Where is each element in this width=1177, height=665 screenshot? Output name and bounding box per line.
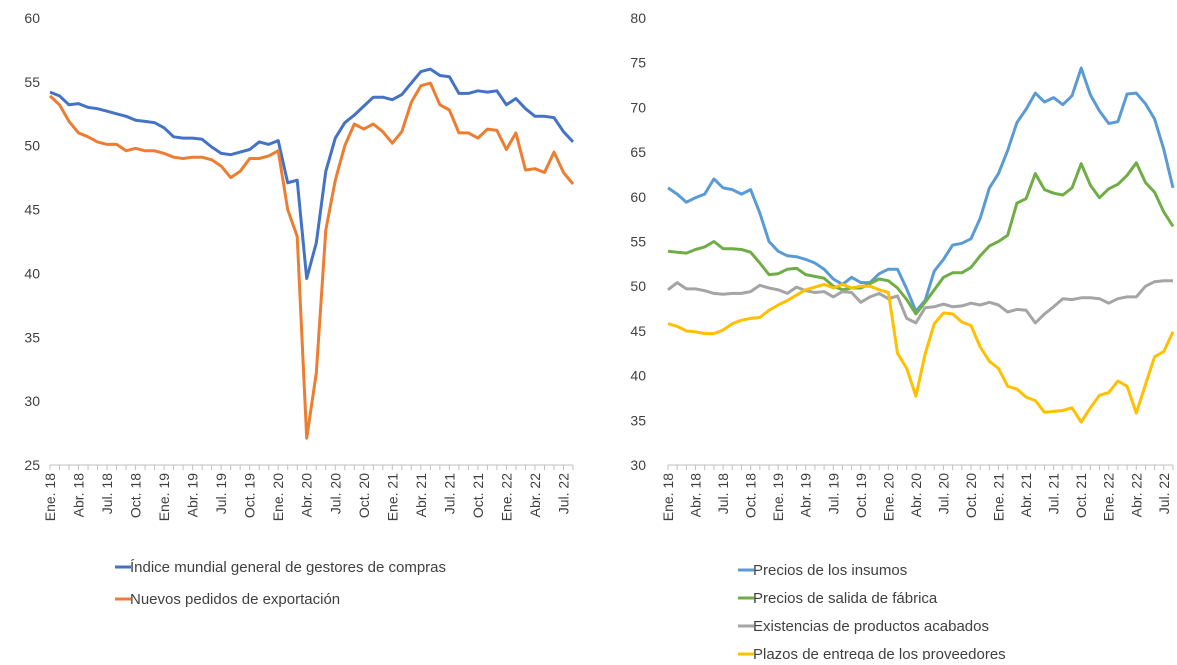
y-tick-label: 50 xyxy=(630,278,646,294)
series-line xyxy=(667,282,1175,424)
y-tick-label: 45 xyxy=(630,323,646,339)
x-tick-label: Oct. 19 xyxy=(853,473,869,518)
x-tick-label: Abr. 19 xyxy=(798,473,814,518)
y-tick-label: 60 xyxy=(630,189,646,205)
x-tick-label: Ene. 20 xyxy=(880,473,896,521)
y-tick-label: 30 xyxy=(630,457,646,473)
y-tick-label: 40 xyxy=(630,368,646,384)
x-tick-label: Ene. 21 xyxy=(384,473,400,521)
y-tick-label: 35 xyxy=(630,412,646,428)
series-line xyxy=(667,161,1175,316)
y-tick-label: 80 xyxy=(630,10,646,26)
x-tick-label: Abr. 21 xyxy=(1018,473,1034,518)
y-tick-label: 35 xyxy=(24,329,40,345)
x-tick-label: Ene. 19 xyxy=(770,473,786,521)
x-tick-label: Jul. 19 xyxy=(213,473,229,514)
y-tick-label: 55 xyxy=(24,74,40,90)
x-tick-label: Ene. 22 xyxy=(498,473,514,521)
y-tick-label: 55 xyxy=(630,234,646,250)
x-tick-label: Jul. 22 xyxy=(1156,473,1172,514)
x-tick-label: Jul. 19 xyxy=(825,473,841,514)
series-line xyxy=(49,67,575,280)
y-tick-label: 45 xyxy=(24,202,40,218)
legend-label: Existencias de productos acabados xyxy=(753,618,989,635)
legend-label: Índice mundial general de gestores de co… xyxy=(130,559,446,576)
x-tick-label: Abr. 20 xyxy=(908,473,924,518)
x-tick-label: Ene. 22 xyxy=(1101,473,1117,521)
x-tick-label: Abr. 22 xyxy=(527,473,543,518)
x-tick-label: Oct. 20 xyxy=(963,473,979,518)
x-tick-label: Ene. 18 xyxy=(42,473,58,521)
x-tick-label: Ene. 21 xyxy=(991,473,1007,521)
x-tick-label: Abr. 22 xyxy=(1128,473,1144,518)
x-tick-label: Abr. 18 xyxy=(688,473,704,518)
y-tick-label: 60 xyxy=(24,10,40,26)
legend-label: Precios de salida de fábrica xyxy=(753,590,938,607)
x-tick-label: Jul. 18 xyxy=(715,473,731,514)
series-line xyxy=(667,66,1175,313)
legend-label: Precios de los insumos xyxy=(753,562,907,579)
chart: 30 35 40 45 50 55 60 65 70 75 80 Ene. 18 Abr. 18 Jul.… xyxy=(630,10,1175,663)
y-tick-label: 75 xyxy=(630,55,646,71)
x-tick-label: Abr. 19 xyxy=(185,473,201,518)
x-tick-label: Ene. 19 xyxy=(156,473,172,521)
x-tick-label: Jul. 18 xyxy=(99,473,115,514)
x-tick-label: Abr. 21 xyxy=(413,473,429,518)
x-tick-label: Oct. 18 xyxy=(128,473,144,518)
y-tick-label: 25 xyxy=(24,457,40,473)
y-tick-label: 30 xyxy=(24,393,40,409)
x-tick-label: Oct. 18 xyxy=(743,473,759,518)
chart: 25 30 35 40 45 50 55 60 Ene. 18 Abr. 18 Jul. 18 Oct… xyxy=(24,10,575,608)
x-tick-label: Oct. 19 xyxy=(242,473,258,518)
y-tick-label: 70 xyxy=(630,99,646,115)
series-line xyxy=(48,81,575,440)
x-tick-label: Oct. 21 xyxy=(470,473,486,518)
x-tick-label: Oct. 21 xyxy=(1073,473,1089,518)
legend-label: Nuevos pedidos de exportación xyxy=(130,591,340,608)
x-tick-label: Jul. 20 xyxy=(327,473,343,514)
x-tick-label: Ene. 18 xyxy=(660,473,676,521)
y-tick-label: 65 xyxy=(630,144,646,160)
series-line xyxy=(667,279,1173,325)
x-tick-label: Abr. 20 xyxy=(299,473,315,518)
y-tick-label: 40 xyxy=(24,265,40,281)
legend-label: Plazos de entrega de los proveedores xyxy=(753,646,1006,660)
x-tick-label: Jul. 22 xyxy=(555,473,571,514)
y-tick-label: 50 xyxy=(24,138,40,154)
x-tick-label: Jul. 21 xyxy=(441,473,457,514)
x-tick-label: Abr. 18 xyxy=(71,473,87,518)
x-tick-label: Jul. 20 xyxy=(935,473,951,514)
x-tick-label: Jul. 21 xyxy=(1046,473,1062,514)
x-tick-label: Ene. 20 xyxy=(270,473,286,521)
x-tick-label: Oct. 20 xyxy=(356,473,372,518)
